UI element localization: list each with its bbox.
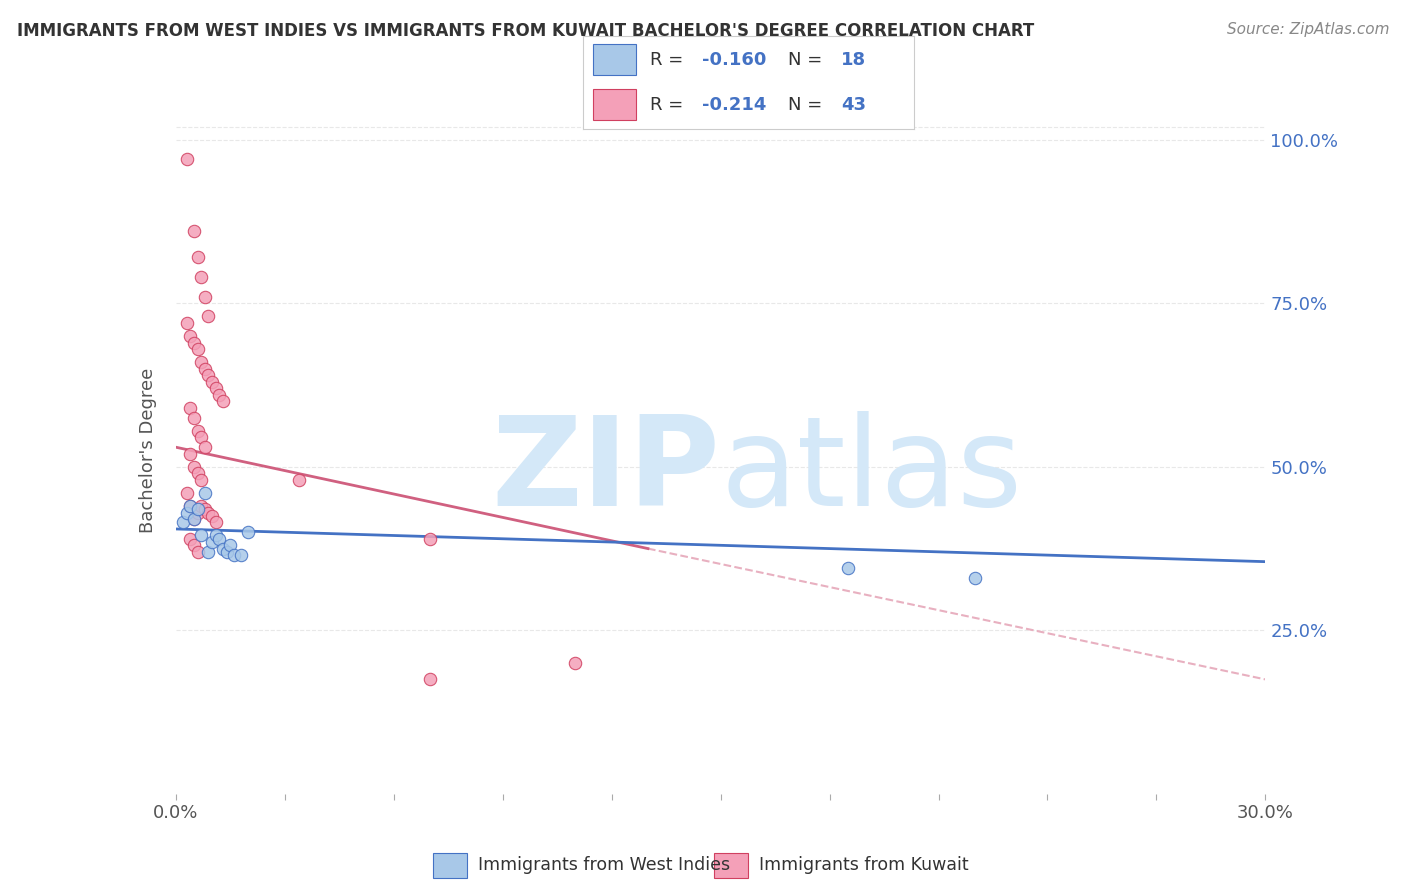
Point	[186, 545, 209, 559]
Y-axis label: Bachelor's Degree: Bachelor's Degree	[139, 368, 157, 533]
Point	[194, 440, 217, 454]
Point	[190, 355, 212, 369]
Text: -0.214: -0.214	[703, 95, 766, 113]
Text: ZIP: ZIP	[492, 410, 721, 532]
Point	[238, 525, 260, 540]
Point	[183, 410, 205, 425]
Point	[190, 473, 212, 487]
Point	[183, 538, 205, 552]
Point	[212, 394, 235, 409]
Point	[212, 541, 235, 556]
Bar	[593, 44, 637, 75]
Point	[186, 251, 209, 265]
Point	[194, 361, 217, 376]
Point	[179, 499, 201, 513]
Point	[963, 571, 986, 585]
Point	[231, 548, 253, 562]
Point	[197, 545, 219, 559]
Point	[204, 381, 226, 395]
Point	[419, 673, 441, 687]
Text: R =: R =	[650, 95, 689, 113]
Point	[179, 401, 201, 415]
Point	[204, 528, 226, 542]
Point	[179, 447, 201, 461]
Point	[179, 329, 201, 343]
Point	[183, 459, 205, 474]
Point	[176, 153, 198, 167]
Point	[190, 270, 212, 285]
Point	[183, 512, 205, 526]
Point	[176, 316, 198, 330]
Point	[197, 506, 219, 520]
Bar	[593, 89, 637, 120]
Point	[183, 335, 205, 350]
Point	[837, 561, 859, 575]
Text: R =: R =	[650, 51, 689, 69]
Point	[222, 548, 245, 562]
Point	[176, 506, 198, 520]
Point	[176, 486, 198, 500]
Point	[194, 502, 217, 516]
Point	[179, 499, 201, 513]
Text: Source: ZipAtlas.com: Source: ZipAtlas.com	[1226, 22, 1389, 37]
Text: Immigrants from West Indies: Immigrants from West Indies	[478, 856, 730, 874]
Point	[190, 430, 212, 444]
Text: -0.160: -0.160	[703, 51, 766, 69]
Point	[186, 502, 209, 516]
Point	[197, 368, 219, 383]
Point	[204, 516, 226, 530]
Point	[190, 528, 212, 542]
Bar	[714, 853, 748, 878]
Point	[201, 375, 224, 389]
Point	[201, 508, 224, 523]
Text: IMMIGRANTS FROM WEST INDIES VS IMMIGRANTS FROM KUWAIT BACHELOR'S DEGREE CORRELAT: IMMIGRANTS FROM WEST INDIES VS IMMIGRANT…	[17, 22, 1035, 40]
Point	[186, 424, 209, 438]
Point	[564, 656, 586, 670]
Point	[201, 535, 224, 549]
Text: N =: N =	[789, 51, 828, 69]
Point	[190, 499, 212, 513]
Point	[183, 224, 205, 238]
Point	[183, 512, 205, 526]
Point	[208, 388, 231, 402]
Point	[419, 532, 441, 546]
Text: 43: 43	[841, 95, 866, 113]
Point	[186, 506, 209, 520]
Point	[172, 516, 194, 530]
Text: atlas: atlas	[721, 410, 1022, 532]
Point	[179, 532, 201, 546]
Point	[194, 486, 217, 500]
Point	[197, 310, 219, 324]
Point	[219, 538, 242, 552]
Text: 18: 18	[841, 51, 866, 69]
Point	[208, 532, 231, 546]
Text: N =: N =	[789, 95, 828, 113]
Point	[215, 545, 238, 559]
Point	[186, 342, 209, 356]
Point	[288, 473, 311, 487]
Point	[186, 467, 209, 481]
Point	[194, 290, 217, 304]
Text: Immigrants from Kuwait: Immigrants from Kuwait	[759, 856, 969, 874]
Bar	[433, 853, 467, 878]
